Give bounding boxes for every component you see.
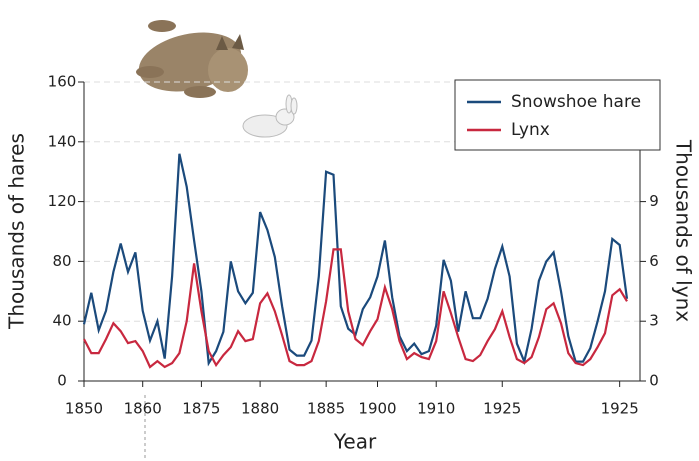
series-line	[82, 153, 629, 367]
y2-tick-label: 0	[649, 372, 659, 390]
y-tick-label: 140	[48, 132, 77, 150]
legend-label: Lynx	[511, 120, 550, 140]
series-line	[83, 248, 628, 369]
x-tick-label: 1925	[483, 400, 521, 418]
y2-tick-label: 6	[649, 252, 659, 270]
y-tick-label: 80	[52, 252, 71, 270]
y-tick-label: 120	[48, 192, 77, 210]
x-axis-title: Year	[333, 430, 377, 454]
x-tick-label: 1885	[307, 400, 345, 418]
y-tick-label: 160	[48, 73, 77, 91]
y-tick-label: 0	[57, 372, 67, 390]
y-tick-label: 40	[52, 312, 71, 330]
x-tick-label: 1860	[124, 400, 162, 418]
legend-label: Snowshoe hare	[511, 92, 641, 112]
x-tick-label: 1910	[417, 400, 455, 418]
y-axis-title: Thousands of hares	[5, 133, 29, 330]
y2-tick-label: 9	[649, 192, 659, 210]
y2-tick-label: 3	[649, 312, 659, 330]
x-tick-label: 1875	[182, 400, 220, 418]
x-tick-label: 1850	[65, 400, 103, 418]
x-tick-label: 1925	[601, 400, 639, 418]
x-tick-label: 1880	[241, 400, 279, 418]
lynx-illustration	[136, 20, 248, 98]
legend-box	[454, 79, 661, 151]
hare-illustration	[242, 94, 298, 138]
y2-axis-title: Thousands of lynx	[672, 139, 696, 322]
x-tick-label: 1900	[358, 400, 396, 418]
